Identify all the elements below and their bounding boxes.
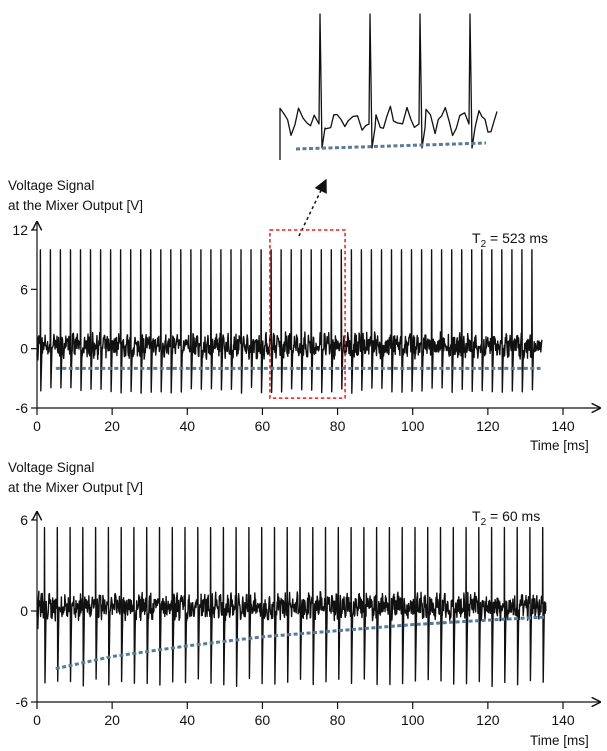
x-tick-label: 60 — [255, 418, 271, 434]
bottom-ylabel-line1: Voltage Signal — [8, 460, 94, 475]
x-tick-label: 100 — [401, 712, 425, 728]
x-tick-label: 100 — [401, 418, 425, 434]
y-tick-label: -6 — [16, 694, 29, 710]
y-tick-label: 6 — [20, 281, 28, 297]
bottom-xlabel: Time [ms] — [530, 733, 589, 748]
bottom-panel: Voltage Signal at the Mixer Output [V] 0… — [8, 460, 600, 748]
x-tick-label: 120 — [476, 712, 500, 728]
inset-zoom — [279, 13, 498, 160]
bottom-t2-annotation: T2 = 60 ms — [472, 508, 540, 528]
inset-envelope-line — [295, 141, 487, 151]
x-tick-label: 140 — [551, 712, 575, 728]
x-tick-label: 40 — [179, 418, 195, 434]
y-tick-label: 0 — [20, 341, 28, 357]
bottom-envelope-line — [55, 615, 545, 671]
bottom-signal — [36, 526, 547, 688]
top-highlight-box — [269, 229, 346, 399]
top-panel: Voltage Signal at the Mixer Output [V] 0… — [8, 178, 600, 453]
y-tick-label: 12 — [12, 222, 28, 238]
y-tick-label: -6 — [16, 400, 29, 416]
x-tick-label: 120 — [476, 418, 500, 434]
top-ylabel-line2: at the Mixer Output [V] — [8, 198, 143, 213]
y-tick-label: 0 — [20, 603, 28, 619]
top-signal — [36, 249, 543, 394]
top-xlabel: Time [ms] — [530, 438, 589, 453]
bottom-axes: 0 20 40 60 80 100 120 140-606 — [16, 512, 600, 728]
signal-trace — [36, 249, 543, 394]
x-tick-label: 80 — [330, 418, 346, 434]
y-tick-label: 6 — [20, 512, 28, 528]
top-ylabel-line1: Voltage Signal — [8, 178, 94, 193]
zoom-arrow — [298, 178, 327, 237]
x-tick-label: 20 — [104, 712, 120, 728]
x-tick-label: 140 — [551, 418, 575, 434]
x-tick-label: 60 — [255, 712, 271, 728]
signal-trace — [36, 526, 547, 688]
top-t2-annotation: T2 = 523 ms — [472, 230, 548, 250]
x-tick-label: 80 — [330, 712, 346, 728]
x-tick-label: 40 — [179, 712, 195, 728]
x-tick-label: 20 — [104, 418, 120, 434]
inset-signal-trace — [279, 13, 498, 160]
bottom-ylabel-line2: at the Mixer Output [V] — [8, 480, 143, 495]
x-tick-label: 0 — [33, 712, 41, 728]
x-tick-label: 0 — [33, 418, 41, 434]
